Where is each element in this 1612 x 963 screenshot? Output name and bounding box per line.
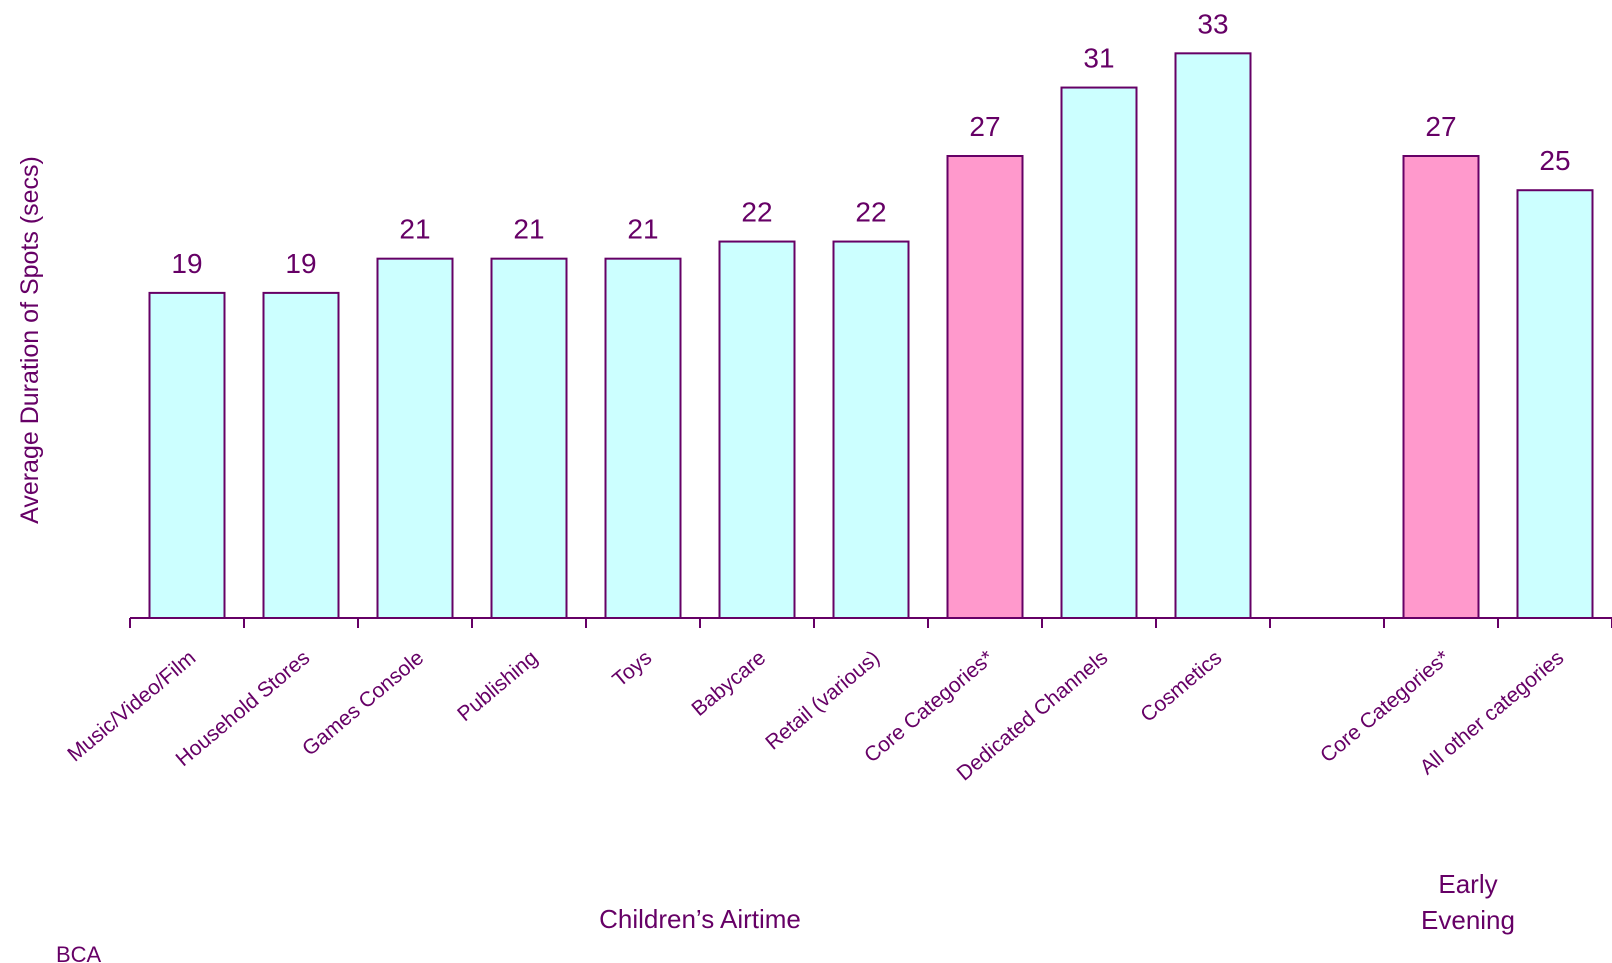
category-label: Babycare xyxy=(687,646,770,721)
group-label: Evening xyxy=(1421,905,1515,935)
bar-value-label: 19 xyxy=(285,248,316,279)
bar-value-label: 21 xyxy=(627,214,658,245)
bar-value-label: 27 xyxy=(1425,111,1456,142)
bar xyxy=(946,155,1024,619)
category-label: Publishing xyxy=(453,646,542,726)
bar xyxy=(832,240,910,620)
group-label: Early xyxy=(1438,869,1497,899)
bars-layer: 19 19 21 21 21 22 22 27 31 33 27 25 xyxy=(148,8,1594,620)
x-axis xyxy=(129,617,1612,628)
bar xyxy=(490,257,568,619)
bar-value-label: 31 xyxy=(1083,43,1114,74)
category-label: Cosmetics xyxy=(1136,646,1226,727)
bar xyxy=(376,257,454,619)
bar-value-label: 22 xyxy=(741,197,772,228)
bar xyxy=(148,291,226,619)
bar-value-label: 19 xyxy=(171,248,202,279)
bar xyxy=(604,257,682,619)
bar xyxy=(1402,155,1480,619)
bar xyxy=(1516,189,1594,619)
bar-value-label: 21 xyxy=(399,214,430,245)
bar-value-label: 27 xyxy=(969,111,1000,142)
category-label: Toys xyxy=(608,646,656,691)
bar-value-label: 33 xyxy=(1197,8,1228,39)
bar-value-label: 21 xyxy=(513,214,544,245)
source-label: BCA xyxy=(56,942,102,963)
bar-value-label: 22 xyxy=(855,197,886,228)
bar xyxy=(1060,86,1138,620)
bar-value-label: 25 xyxy=(1539,145,1570,176)
category-label: Retail (various) xyxy=(761,646,884,754)
bar xyxy=(1174,52,1252,620)
group-label: Children’s Airtime xyxy=(599,904,801,934)
bar xyxy=(262,291,340,619)
category-label: Games Console xyxy=(298,646,428,760)
group-labels: Children’s Airtime Early Evening xyxy=(599,869,1515,935)
bar xyxy=(718,240,796,620)
y-axis-label: Average Duration of Spots (secs) xyxy=(16,156,44,524)
